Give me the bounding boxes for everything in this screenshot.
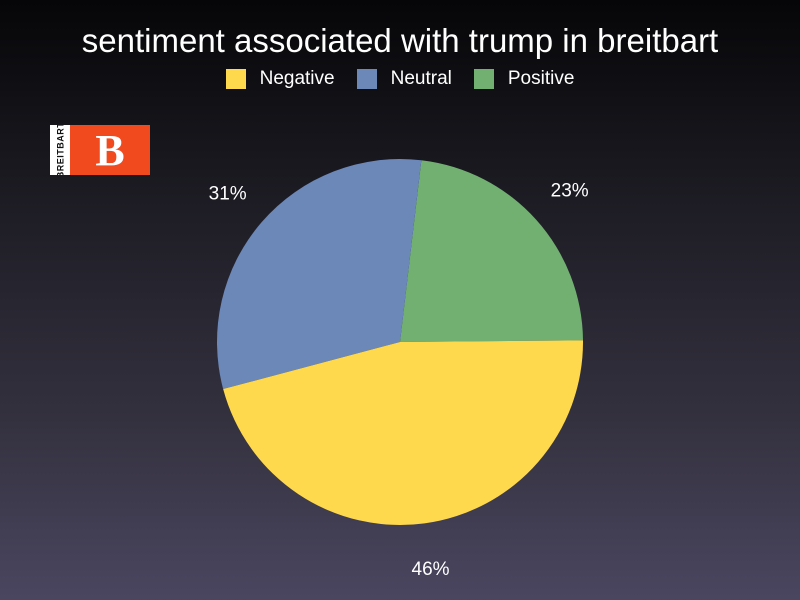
pie-slices [216, 159, 583, 525]
chart-legend: Negative Neutral Positive [0, 68, 800, 90]
logo-letter-block: B [70, 125, 150, 175]
legend-label-negative: Negative [259, 68, 335, 89]
legend-swatch-positive [473, 69, 494, 89]
legend-item-neutral: Neutral [356, 68, 452, 90]
pie-value-labels: 23% 31% 46% [209, 181, 589, 580]
pie-label-positive: 23% [551, 181, 589, 202]
legend-item-negative: Negative [225, 68, 335, 90]
legend-label-positive: Positive [507, 68, 575, 89]
legend-swatch-negative [225, 69, 246, 89]
chart-title: sentiment associated with trump in breit… [81, 22, 719, 59]
legend-label-neutral: Neutral [390, 68, 452, 89]
breitbart-logo: BREITBART B [50, 125, 150, 175]
legend-item-positive: Positive [473, 68, 575, 90]
logo-side-band: BREITBART [50, 125, 70, 175]
pie-slice-negative [223, 340, 583, 525]
pie-label-negative: 46% [412, 559, 450, 580]
logo-letter: B [95, 125, 125, 175]
pie-slice-positive [400, 160, 583, 342]
pie-label-neutral: 31% [209, 184, 247, 205]
legend-swatch-neutral [356, 69, 377, 89]
pie-slice-neutral [216, 159, 422, 390]
